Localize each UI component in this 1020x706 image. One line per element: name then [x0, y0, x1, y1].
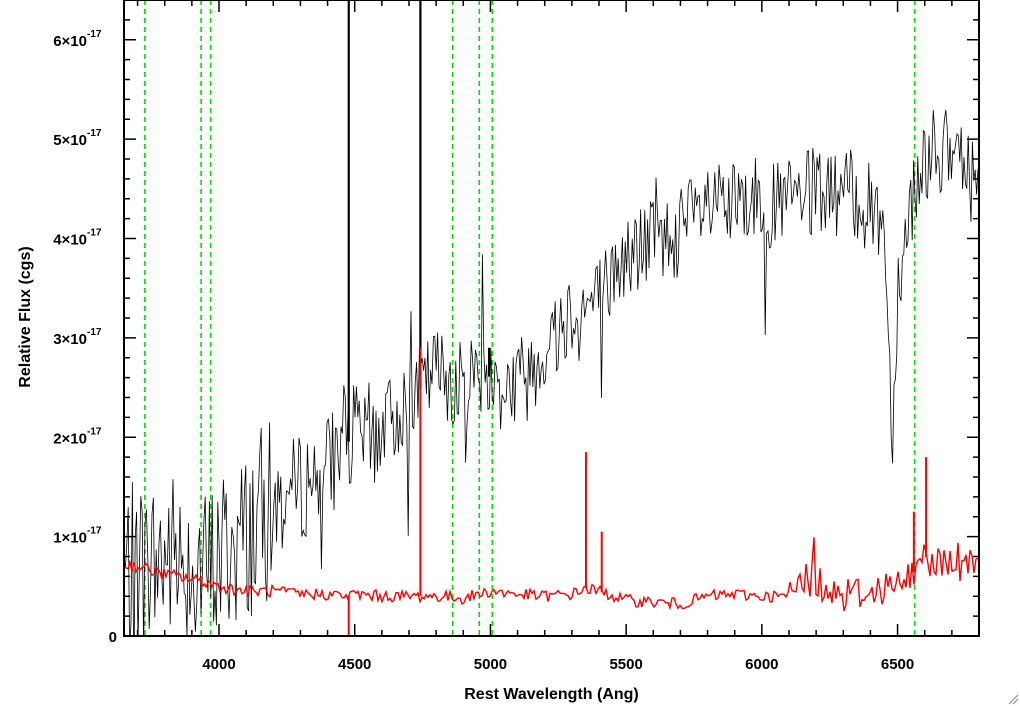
x-tick-label: 4500 — [338, 656, 371, 673]
y-tick-label: 5×10 — [53, 132, 87, 149]
spectrum-series — [124, 0, 979, 636]
emission-line-markers — [144, 0, 916, 636]
y-tick-exponent: -17 — [87, 228, 102, 239]
y-tick-exponent: -17 — [87, 426, 102, 437]
x-tick-label: 6500 — [881, 656, 914, 673]
x-tick-label: 6000 — [745, 656, 778, 673]
spectrum-series-red — [124, 347, 979, 636]
x-axis-title: Rest Wavelength (Ang) — [464, 686, 639, 703]
spectrum-line — [124, 109, 979, 636]
y-tick-label: 4×10 — [53, 232, 87, 249]
x-tick-label: 5500 — [609, 656, 642, 673]
y-tick-label: 6×10 — [53, 33, 87, 50]
x-tick-label: 4000 — [202, 656, 235, 673]
spectrum-series-black — [124, 0, 979, 636]
y-tick-label: 3×10 — [53, 331, 87, 348]
y-tick-exponent: -17 — [87, 327, 102, 338]
y-tick-exponent: -17 — [87, 29, 102, 40]
resize-grip-icon[interactable] — [1008, 694, 1019, 705]
y-tick-label: 2×10 — [53, 430, 87, 447]
x-axis-ticks: 4000 4500 5000 5500 6000 6500 — [136, 0, 980, 673]
x-tick-label: 5000 — [474, 656, 507, 673]
spectrum-line — [124, 537, 979, 612]
y-tick-exponent: -17 — [87, 128, 102, 139]
y-axis-ticks: 01×10 -172×10 -173×10 -174×10 -175×10 -176×10… — [53, 0, 979, 646]
y-axis-title: Relative Flux (cgs) — [17, 246, 34, 387]
y-tick-label: 1×10 — [53, 530, 87, 547]
y-tick-exponent: -17 — [87, 526, 102, 537]
y-tick-label: 0 — [109, 629, 117, 646]
